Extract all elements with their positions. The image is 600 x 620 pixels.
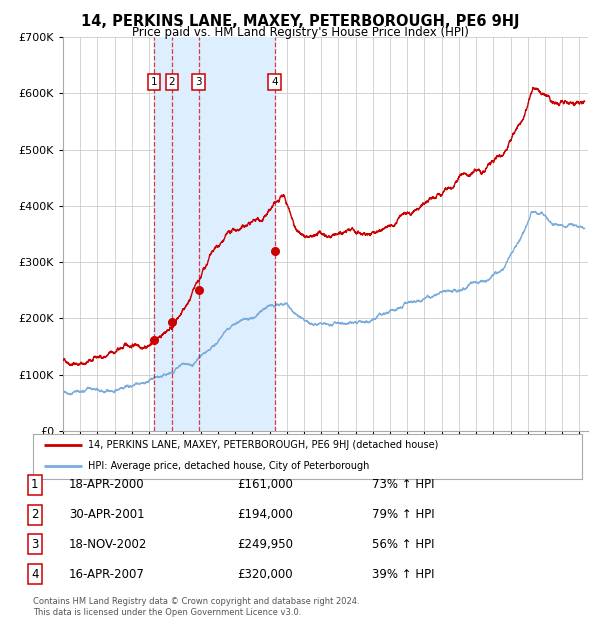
Text: 2: 2	[31, 508, 38, 521]
Text: £194,000: £194,000	[237, 508, 293, 521]
Text: Contains HM Land Registry data © Crown copyright and database right 2024.
This d: Contains HM Land Registry data © Crown c…	[33, 598, 359, 617]
Text: £320,000: £320,000	[237, 568, 293, 580]
Text: 4: 4	[271, 78, 278, 87]
Text: 56% ↑ HPI: 56% ↑ HPI	[372, 538, 434, 551]
Text: 30-APR-2001: 30-APR-2001	[69, 508, 145, 521]
Text: 14, PERKINS LANE, MAXEY, PETERBOROUGH, PE6 9HJ: 14, PERKINS LANE, MAXEY, PETERBOROUGH, P…	[81, 14, 519, 29]
Text: 73% ↑ HPI: 73% ↑ HPI	[372, 479, 434, 491]
Text: 2: 2	[169, 78, 175, 87]
Text: 79% ↑ HPI: 79% ↑ HPI	[372, 508, 434, 521]
Text: 3: 3	[196, 78, 202, 87]
Text: 18-NOV-2002: 18-NOV-2002	[69, 538, 148, 551]
Bar	[154, 37, 275, 431]
Text: HPI: Average price, detached house, City of Peterborough: HPI: Average price, detached house, City…	[88, 461, 369, 471]
Text: 4: 4	[31, 568, 38, 580]
Text: 1: 1	[151, 78, 157, 87]
Text: £161,000: £161,000	[237, 479, 293, 491]
Text: 14, PERKINS LANE, MAXEY, PETERBOROUGH, PE6 9HJ (detached house): 14, PERKINS LANE, MAXEY, PETERBOROUGH, P…	[88, 440, 438, 450]
Text: 18-APR-2000: 18-APR-2000	[69, 479, 145, 491]
Text: 3: 3	[31, 538, 38, 551]
Text: Price paid vs. HM Land Registry's House Price Index (HPI): Price paid vs. HM Land Registry's House …	[131, 26, 469, 39]
Text: £249,950: £249,950	[237, 538, 293, 551]
Text: 1: 1	[31, 479, 38, 491]
Text: 16-APR-2007: 16-APR-2007	[69, 568, 145, 580]
Text: 39% ↑ HPI: 39% ↑ HPI	[372, 568, 434, 580]
